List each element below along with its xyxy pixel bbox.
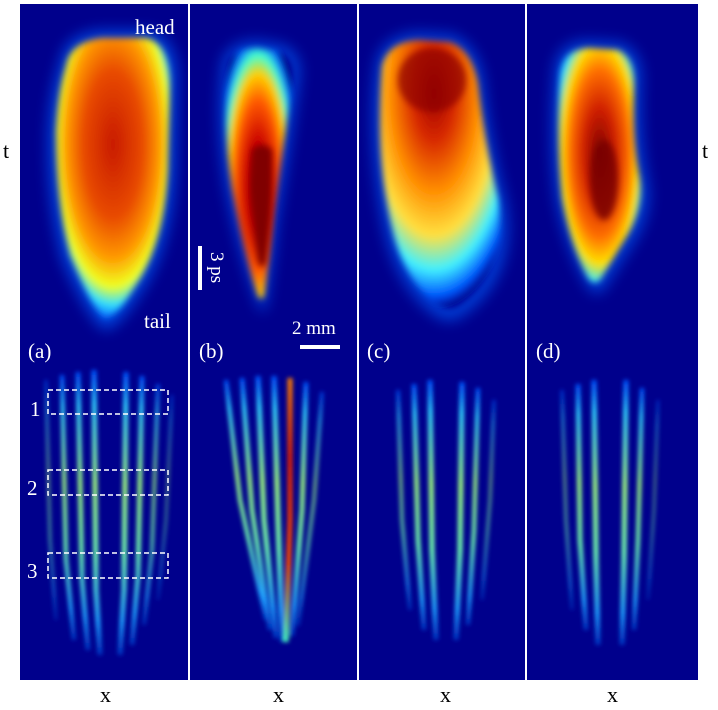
blob-a [47, 30, 179, 330]
tail-label: tail [144, 309, 171, 333]
blob-b [218, 40, 301, 312]
position-axis-label-d: x [607, 682, 618, 707]
position-axis-label-a: x [100, 682, 111, 707]
stripes-b [224, 375, 324, 643]
blob-d [551, 40, 650, 294]
panel-label-b: (b) [199, 339, 224, 363]
roi-box-1 [47, 389, 169, 415]
stripes-a [44, 369, 174, 660]
panel-label-d: (d) [536, 339, 561, 363]
stripes-c [396, 379, 496, 645]
blob-c [372, 32, 509, 322]
position-axis-label-c: x [440, 682, 451, 707]
panel-label-c: (c) [367, 339, 390, 363]
roi-label-2: 2 [27, 476, 38, 500]
position-axis-label-b: x [273, 682, 284, 707]
roi-box-3 [47, 552, 169, 579]
time-scale-label: 3 ps [206, 252, 227, 283]
space-scale-label: 2 mm [292, 318, 336, 339]
head-label: head [135, 15, 175, 39]
roi-label-1: 1 [30, 397, 41, 421]
time-axis-label-left: t [3, 138, 9, 163]
stripes-d [560, 378, 660, 650]
time-axis-label-right: t [702, 138, 708, 163]
roi-label-3: 3 [27, 559, 38, 583]
panel-label-a: (a) [28, 339, 51, 363]
roi-box-2 [47, 469, 169, 496]
